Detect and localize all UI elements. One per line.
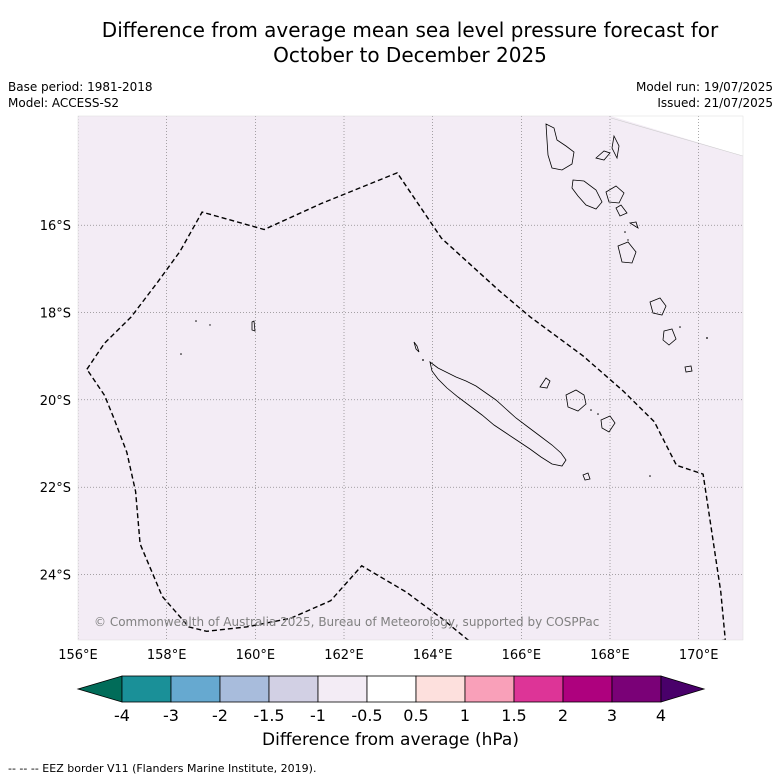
ouvea-coastline	[539, 377, 551, 389]
model-name: Model: ACCESS-S2	[8, 96, 120, 110]
longitude-labels: 156°E 158°E 160°E 162°E 164°E 166°E 168°E 170°E	[58, 648, 718, 663]
unshaded-corner-edge	[610, 117, 744, 157]
colorbar-tick-label: -2	[212, 706, 228, 725]
longitude-label: 158°E	[147, 648, 187, 663]
small-islets	[180, 231, 708, 477]
colorbar-segment	[513, 675, 564, 703]
map-frame	[77, 115, 744, 641]
tanna-coastline	[662, 328, 677, 346]
title-line-1: Difference from average mean sea level p…	[101, 18, 719, 42]
longitude-label: 164°E	[413, 648, 453, 663]
unshaded-corner	[611, 116, 743, 156]
longitude-label: 156°E	[58, 648, 98, 663]
new-caledonia-coastline	[429, 361, 567, 467]
mare-coastline	[600, 415, 616, 433]
colorbar	[76, 675, 706, 703]
colorbar-tick-label: -4	[114, 706, 130, 725]
ambae-coastline	[595, 150, 611, 161]
title-line-2: October to December 2025	[273, 43, 547, 67]
longitude-label: 162°E	[324, 648, 364, 663]
longitude-label: 160°E	[236, 648, 276, 663]
model-run: Model run: 19/07/2025	[635, 80, 773, 94]
maewo-coastline	[611, 134, 620, 160]
colorbar-segment	[562, 675, 613, 703]
latitude-label: 24°S	[40, 569, 71, 584]
latitude-label: 18°S	[40, 307, 71, 322]
issued-date: Issued: 21/07/2025	[657, 96, 773, 110]
latitude-label: 16°S	[40, 219, 71, 234]
colorbar-tick-label: 0.5	[403, 706, 428, 725]
small-island-2	[628, 221, 639, 229]
colorbar-segment	[219, 675, 270, 703]
colorbar-title: Difference from average (hPa)	[262, 730, 519, 750]
erromango-coastline	[649, 297, 667, 316]
longitude-label: 170°E	[679, 648, 719, 663]
coastlines	[251, 123, 693, 481]
colorbar-segment	[464, 675, 515, 703]
colorbar-tick-label: -0.5	[351, 706, 382, 725]
colorbar-segment	[366, 675, 417, 703]
colorbar-segment	[611, 675, 662, 703]
info-right: Model run: 19/07/2025 Issued: 21/07/2025	[636, 79, 773, 111]
colorbar-tick-label: 3	[607, 706, 617, 725]
isle-of-pines-coastline	[582, 472, 591, 481]
latitude-label: 22°S	[40, 481, 71, 496]
small-island-1	[615, 204, 628, 217]
colorbar-segment	[268, 675, 319, 703]
map-background	[78, 116, 743, 640]
latitude-labels: 16°S 18°S 20°S 22°S 24°S	[40, 219, 71, 583]
colorbar-segment	[317, 675, 368, 703]
efate-coastline	[605, 185, 625, 204]
info-left: Base period: 1981-2018 Model: ACCESS-S2	[8, 79, 153, 111]
footer-note: -- -- -- EEZ border V11 (Flanders Marine…	[8, 762, 317, 775]
colorbar-under-extension	[76, 675, 123, 703]
colorbar-tick-label: 2	[558, 706, 568, 725]
colorbar-over-extension	[660, 675, 706, 703]
longitude-label: 166°E	[502, 648, 542, 663]
colorbar-segment	[415, 675, 466, 703]
colorbar-segment	[170, 675, 221, 703]
base-period: Base period: 1981-2018	[8, 80, 153, 94]
colorbar-tick-label: -1	[310, 706, 326, 725]
epi-coastline	[617, 241, 637, 264]
map-title: Difference from average mean sea level p…	[0, 18, 781, 68]
malekula-coastline	[571, 179, 603, 210]
colorbar-tick-label: -3	[163, 706, 179, 725]
colorbar-tick-label: 1	[460, 706, 470, 725]
belep-coastline	[413, 341, 420, 353]
colorbar-tick-label: 1.5	[501, 706, 526, 725]
chesterfield-islands	[251, 320, 256, 332]
colorbar-tick-label: -1.5	[253, 706, 284, 725]
copyright-text: © Commonwealth of Australia 2025, Bureau…	[94, 615, 599, 629]
colorbar-labels: -4 -3 -2 -1.5 -1 -0.5 0.5 1 1.5 2 3 4	[114, 706, 666, 725]
longitude-label: 168°E	[590, 648, 630, 663]
colorbar-segment	[121, 675, 172, 703]
aneityum-coastline	[684, 365, 693, 373]
gridlines	[78, 116, 743, 640]
espiritu-santo-coastline	[545, 123, 575, 171]
colorbar-tick-label: 4	[656, 706, 666, 725]
latitude-label: 20°S	[40, 394, 71, 409]
eez-border	[86, 171, 727, 640]
lifou-coastline	[565, 389, 587, 412]
